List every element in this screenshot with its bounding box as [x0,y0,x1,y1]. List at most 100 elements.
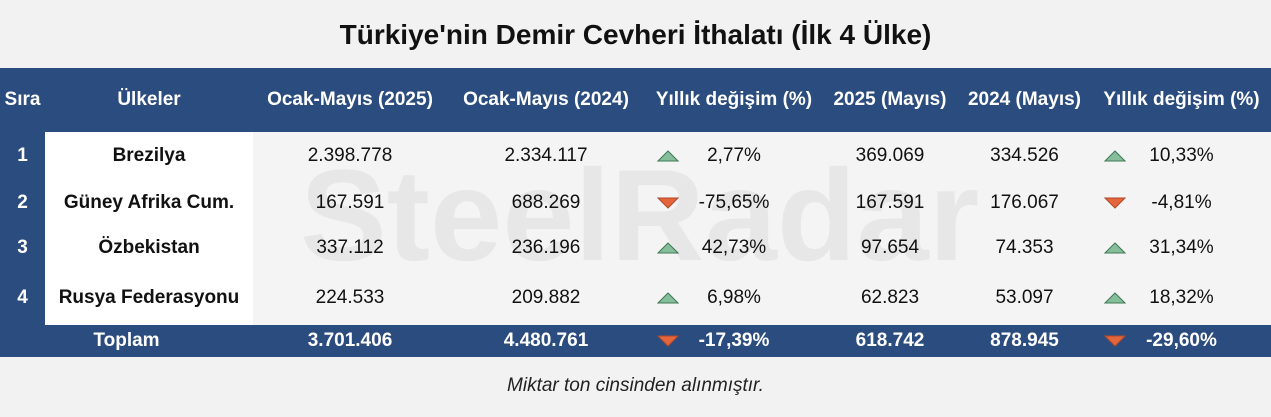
header-cell: Yıllık değişim (%) [1092,68,1271,132]
cell: 53.097 [957,270,1092,325]
cell: 688.269 [447,180,645,225]
header-cell: Ocak-Mayıs (2025) [253,68,447,132]
cell-text: 74.353 [995,236,1054,258]
cell-text: -75,65% [698,191,770,213]
cell-text: Toplam [93,330,160,351]
cell: 167.591 [823,180,957,225]
cell: 2.398.778 [253,132,447,180]
data-row: 1 Brezilya 2.398.778 2.334.117 2,77% 369.069 3… [0,132,1271,180]
cell-text: 688.269 [511,191,581,213]
up-arrow [1104,291,1126,303]
cell-text: 618.742 [855,330,925,351]
cell: 176.067 [957,180,1092,225]
cell-text: 236.196 [511,236,581,258]
down-arrow [1104,335,1126,347]
cell-text: 18,32% [1149,286,1214,308]
cell-text: 2.398.778 [307,145,393,166]
cell-text: 4 [17,286,28,308]
up-arrow [657,291,679,303]
cell-text: 6,98% [707,286,761,308]
change-cell: 42,73% [645,225,823,270]
cell: Güney Afrika Cum. [45,180,253,225]
cell: 2.334.117 [447,132,645,180]
cell: 4 [0,270,45,325]
cell-text: 369.069 [855,145,925,166]
change-cell: -17,39% [645,325,823,357]
cell-text: 176.067 [990,191,1059,213]
cell-text: 31,34% [1149,236,1214,258]
cell: Toplam [0,325,253,357]
header-row: Sıra Ülkeler Ocak-Mayıs (2025) Ocak-Mayıs (… [0,68,1271,132]
header-cell: Yıllık değişim (%) [645,68,823,132]
cell-text: 224.533 [315,286,385,308]
cell: 3 [0,225,45,270]
cell-text: 337.112 [316,236,384,258]
up-arrow [1104,241,1126,253]
cell-text: 3 [17,236,28,258]
cell-text: -29,60% [1146,330,1217,351]
cell: 618.742 [823,325,957,357]
cell: 209.882 [447,270,645,325]
cell-text: 334.526 [990,145,1059,166]
change-cell: -29,60% [1092,325,1271,357]
change-cell: -4,81% [1092,180,1271,225]
cell-text: 4.480.761 [503,330,589,351]
change-cell: 31,34% [1092,225,1271,270]
note: Miktar ton cinsinden alınmıştır. [507,375,764,396]
cell-text: 42,73% [701,236,767,258]
cell: 3.701.406 [253,325,447,357]
cell-text: 2 [17,191,28,213]
cell-text: 2.334.117 [504,145,588,166]
header-cell: 2024 (Mayıs) [957,68,1092,132]
cell: 97.654 [823,225,957,270]
change-cell: 10,33% [1092,132,1271,180]
total-row: Toplam 3.701.406 4.480.761 -17,39% 618.742 87… [0,325,1271,357]
cell: 369.069 [823,132,957,180]
header-cell: Sıra [0,68,45,132]
cell-text: 62.823 [860,286,920,308]
cell: Rusya Federasyonu [45,270,253,325]
cell: 334.526 [957,132,1092,180]
cell-text: Rusya Federasyonu [58,286,240,308]
change-cell: 2,77% [645,132,823,180]
cell: 1 [0,132,45,180]
cell: Brezilya [45,132,253,180]
cell-text: 1 [17,145,28,166]
change-cell: -75,65% [645,180,823,225]
down-arrow [1104,197,1126,209]
cell: 4.480.761 [447,325,645,357]
cell: 74.353 [957,225,1092,270]
cell-text: Brezilya [112,145,186,166]
cell: 236.196 [447,225,645,270]
down-arrow [657,335,679,347]
cell-text: 167.591 [315,191,385,213]
cell-text: 97.654 [860,236,920,258]
cell-text: Özbekistan [98,236,200,258]
change-cell: 18,32% [1092,270,1271,325]
cell-text: 878.945 [990,330,1059,351]
cell: 337.112 [253,225,447,270]
data-row: 4 Rusya Federasyonu 224.533 209.882 6,98% 62.… [0,270,1271,325]
import-table: Sıra Ülkeler Ocak-Mayıs (2025) Ocak-Mayıs (… [0,68,1271,357]
cell: 2 [0,180,45,225]
down-arrow [657,197,679,209]
header-cell: Ocak-Mayıs (2024) [447,68,645,132]
cell-text: Güney Afrika Cum. [63,191,235,213]
cell-text: 167.591 [855,191,925,213]
header-cell: 2025 (Mayıs) [823,68,957,132]
cell: 62.823 [823,270,957,325]
title: Türkiye'nin Demir Cevheri İthalatı (İlk … [0,0,1271,69]
cell: Özbekistan [45,225,253,270]
up-arrow [1104,150,1126,162]
change-cell: 6,98% [645,270,823,325]
cell-text: 2,77% [707,145,761,166]
cell-text: 209.882 [511,286,581,308]
cell: 167.591 [253,180,447,225]
cell: 878.945 [957,325,1092,357]
cell-text: 10,33% [1149,145,1214,166]
up-arrow [657,241,679,253]
header-cell: Ülkeler [45,68,253,132]
data-row: 2 Güney Afrika Cum. 167.591 688.269 -75,65% 1… [0,180,1271,225]
up-arrow [657,150,679,162]
